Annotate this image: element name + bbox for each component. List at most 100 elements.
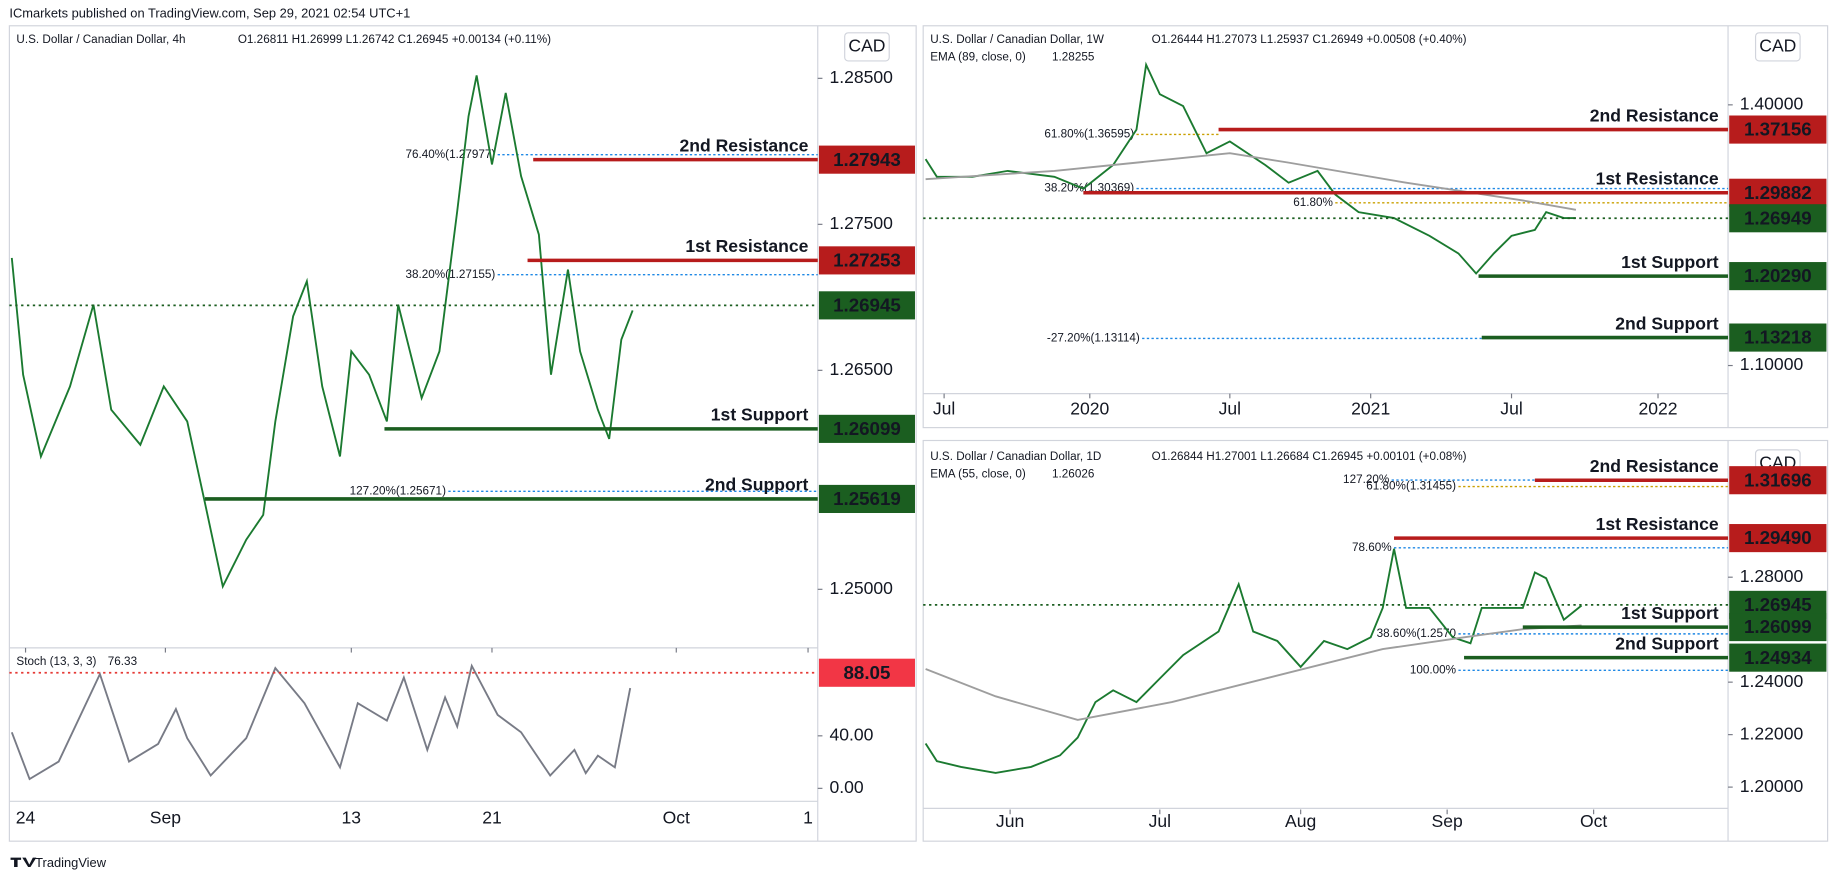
level-label: 2nd Support [1615,633,1719,653]
x-tick-label: Oct [1580,811,1607,831]
level-label: 2nd Support [1615,313,1719,333]
y-tick-label: 0.00 [829,777,863,797]
y-tick-label: 1.27500 [829,213,893,233]
price-box [1729,204,1827,233]
price-box [1729,323,1827,352]
price-box-label: 1.37156 [1744,119,1812,140]
price-box-label: 1.25619 [833,488,901,509]
fib-label: 38.60%(1.2570 [1377,627,1457,640]
x-tick-label: Sep [1432,811,1463,831]
level-label: 1st Support [1621,252,1719,272]
fib-label: 100.00% [1410,663,1456,676]
left-frame [8,25,917,842]
bottom-right-frame [922,439,1829,842]
price-box [1729,524,1827,553]
x-tick-label: 21 [482,808,502,828]
fib-label: 127.20%(1.25671) [350,484,446,497]
x-tick-label: Sep [150,808,181,828]
fib-label: 61.80%(1.31455) [1366,480,1456,493]
y-tick-label: 1.26500 [829,359,893,379]
x-tick-label: 2021 [1351,399,1390,419]
price-box-label: 1.29882 [1744,182,1812,203]
price-box [1729,115,1827,144]
footer-brand: TradingView [35,855,107,870]
panel-title: U.S. Dollar / Canadian Dollar, 1W [930,33,1104,46]
y-tick-label: 1.40000 [1740,93,1804,113]
price-box-label: 1.26945 [1744,594,1812,615]
ohlc-values: O1.26811 H1.26999 L1.26742 C1.26945 +0.0… [238,33,551,46]
ema-label: EMA (55, close, 0) [930,468,1026,481]
price-box [818,484,915,514]
price-box [818,414,915,443]
currency-box [844,32,890,62]
y-tick-label: 1.28500 [829,67,893,87]
top-right-frame [922,25,1829,429]
fib-label: 76.40%(1.27977) [405,148,495,161]
price-box [818,291,915,320]
price-box-label: 1.26945 [833,294,901,315]
x-tick-label: Jul [1500,399,1522,419]
fib-label: -27.20%(1.13114) [1047,332,1140,345]
panel-title: Stoch (13, 3, 3) [16,655,96,668]
x-tick-label: Aug [1285,811,1316,831]
x-tick-label: 13 [342,808,362,828]
currency-label: CAD [1759,36,1796,56]
price-box [1729,643,1827,672]
panel-title: U.S. Dollar / Canadian Dollar, 4h [16,33,185,46]
price-box [1729,613,1827,642]
ema-value: 1.28255 [1052,50,1095,63]
fib-label: 78.60% [1352,541,1392,554]
y-tick-label: 1.28000 [1740,566,1804,586]
price-box-label: 1.27943 [833,149,901,170]
price-line [924,61,1576,275]
fib-label: 61.80%(1.36595) [1044,128,1134,141]
price-box-label: 1.26099 [833,418,901,439]
level-label: 1st Resistance [1596,514,1719,534]
price-box [818,246,915,275]
fib-label: 38.20%(1.27155) [405,268,495,281]
price-box [1729,466,1827,495]
level-label: 2nd Resistance [680,135,809,155]
y-tick-label: 1.20000 [1740,776,1804,796]
price-box-label: 1.29490 [1744,527,1812,548]
price-box-label: 1.26949 [1744,207,1812,228]
y-tick-label: 40.00 [829,724,873,744]
level-label: 1st Resistance [1596,169,1719,189]
price-box [1729,178,1827,207]
x-tick-label: Jul [1149,811,1171,831]
x-tick-label: Jul [1219,399,1241,419]
fib-label: 127.20% [1343,473,1389,486]
x-tick-label: Jun [996,811,1024,831]
level-label: 2nd Resistance [1590,105,1719,125]
publisher-line: ICmarkets published on TradingView.com, … [9,5,410,20]
x-tick-label: 2020 [1070,399,1109,419]
level-label: 2nd Resistance [1590,456,1719,476]
level-label: 1st Support [711,405,809,425]
price-box-label: 1.24934 [1744,647,1812,668]
x-tick-label: 1 [803,808,813,828]
level-label: 2nd Support [705,475,809,495]
panel-title: U.S. Dollar / Canadian Dollar, 1D [930,450,1101,463]
ohlc-values: O1.26444 H1.27073 L1.25937 C1.26949 +0.0… [1152,33,1467,46]
x-tick-label: 2022 [1638,399,1677,419]
price-line [10,75,634,590]
price-box-label: 1.31696 [1744,469,1812,490]
price-line [10,663,632,781]
price-box-label: 1.27253 [833,250,901,271]
currency-box [1754,32,1801,62]
price-line [925,624,1582,721]
level-label: 1st Support [1621,603,1719,623]
price-box-label: 1.20290 [1744,265,1812,286]
price-box [818,145,915,174]
y-tick-label: 1.24000 [1740,671,1804,691]
ema-label: EMA (89, close, 0) [930,50,1026,63]
price-line [925,152,1577,211]
ohlc-values: O1.26844 H1.27001 L1.26684 C1.26945 +0.0… [1152,450,1467,463]
level-label: 1st Resistance [685,236,808,256]
x-tick-label: Jul [933,399,955,419]
currency-label: CAD [848,36,885,56]
price-line [924,548,1583,774]
price-box-label: 1.13218 [1744,327,1812,348]
tradingview-logo [10,857,37,867]
